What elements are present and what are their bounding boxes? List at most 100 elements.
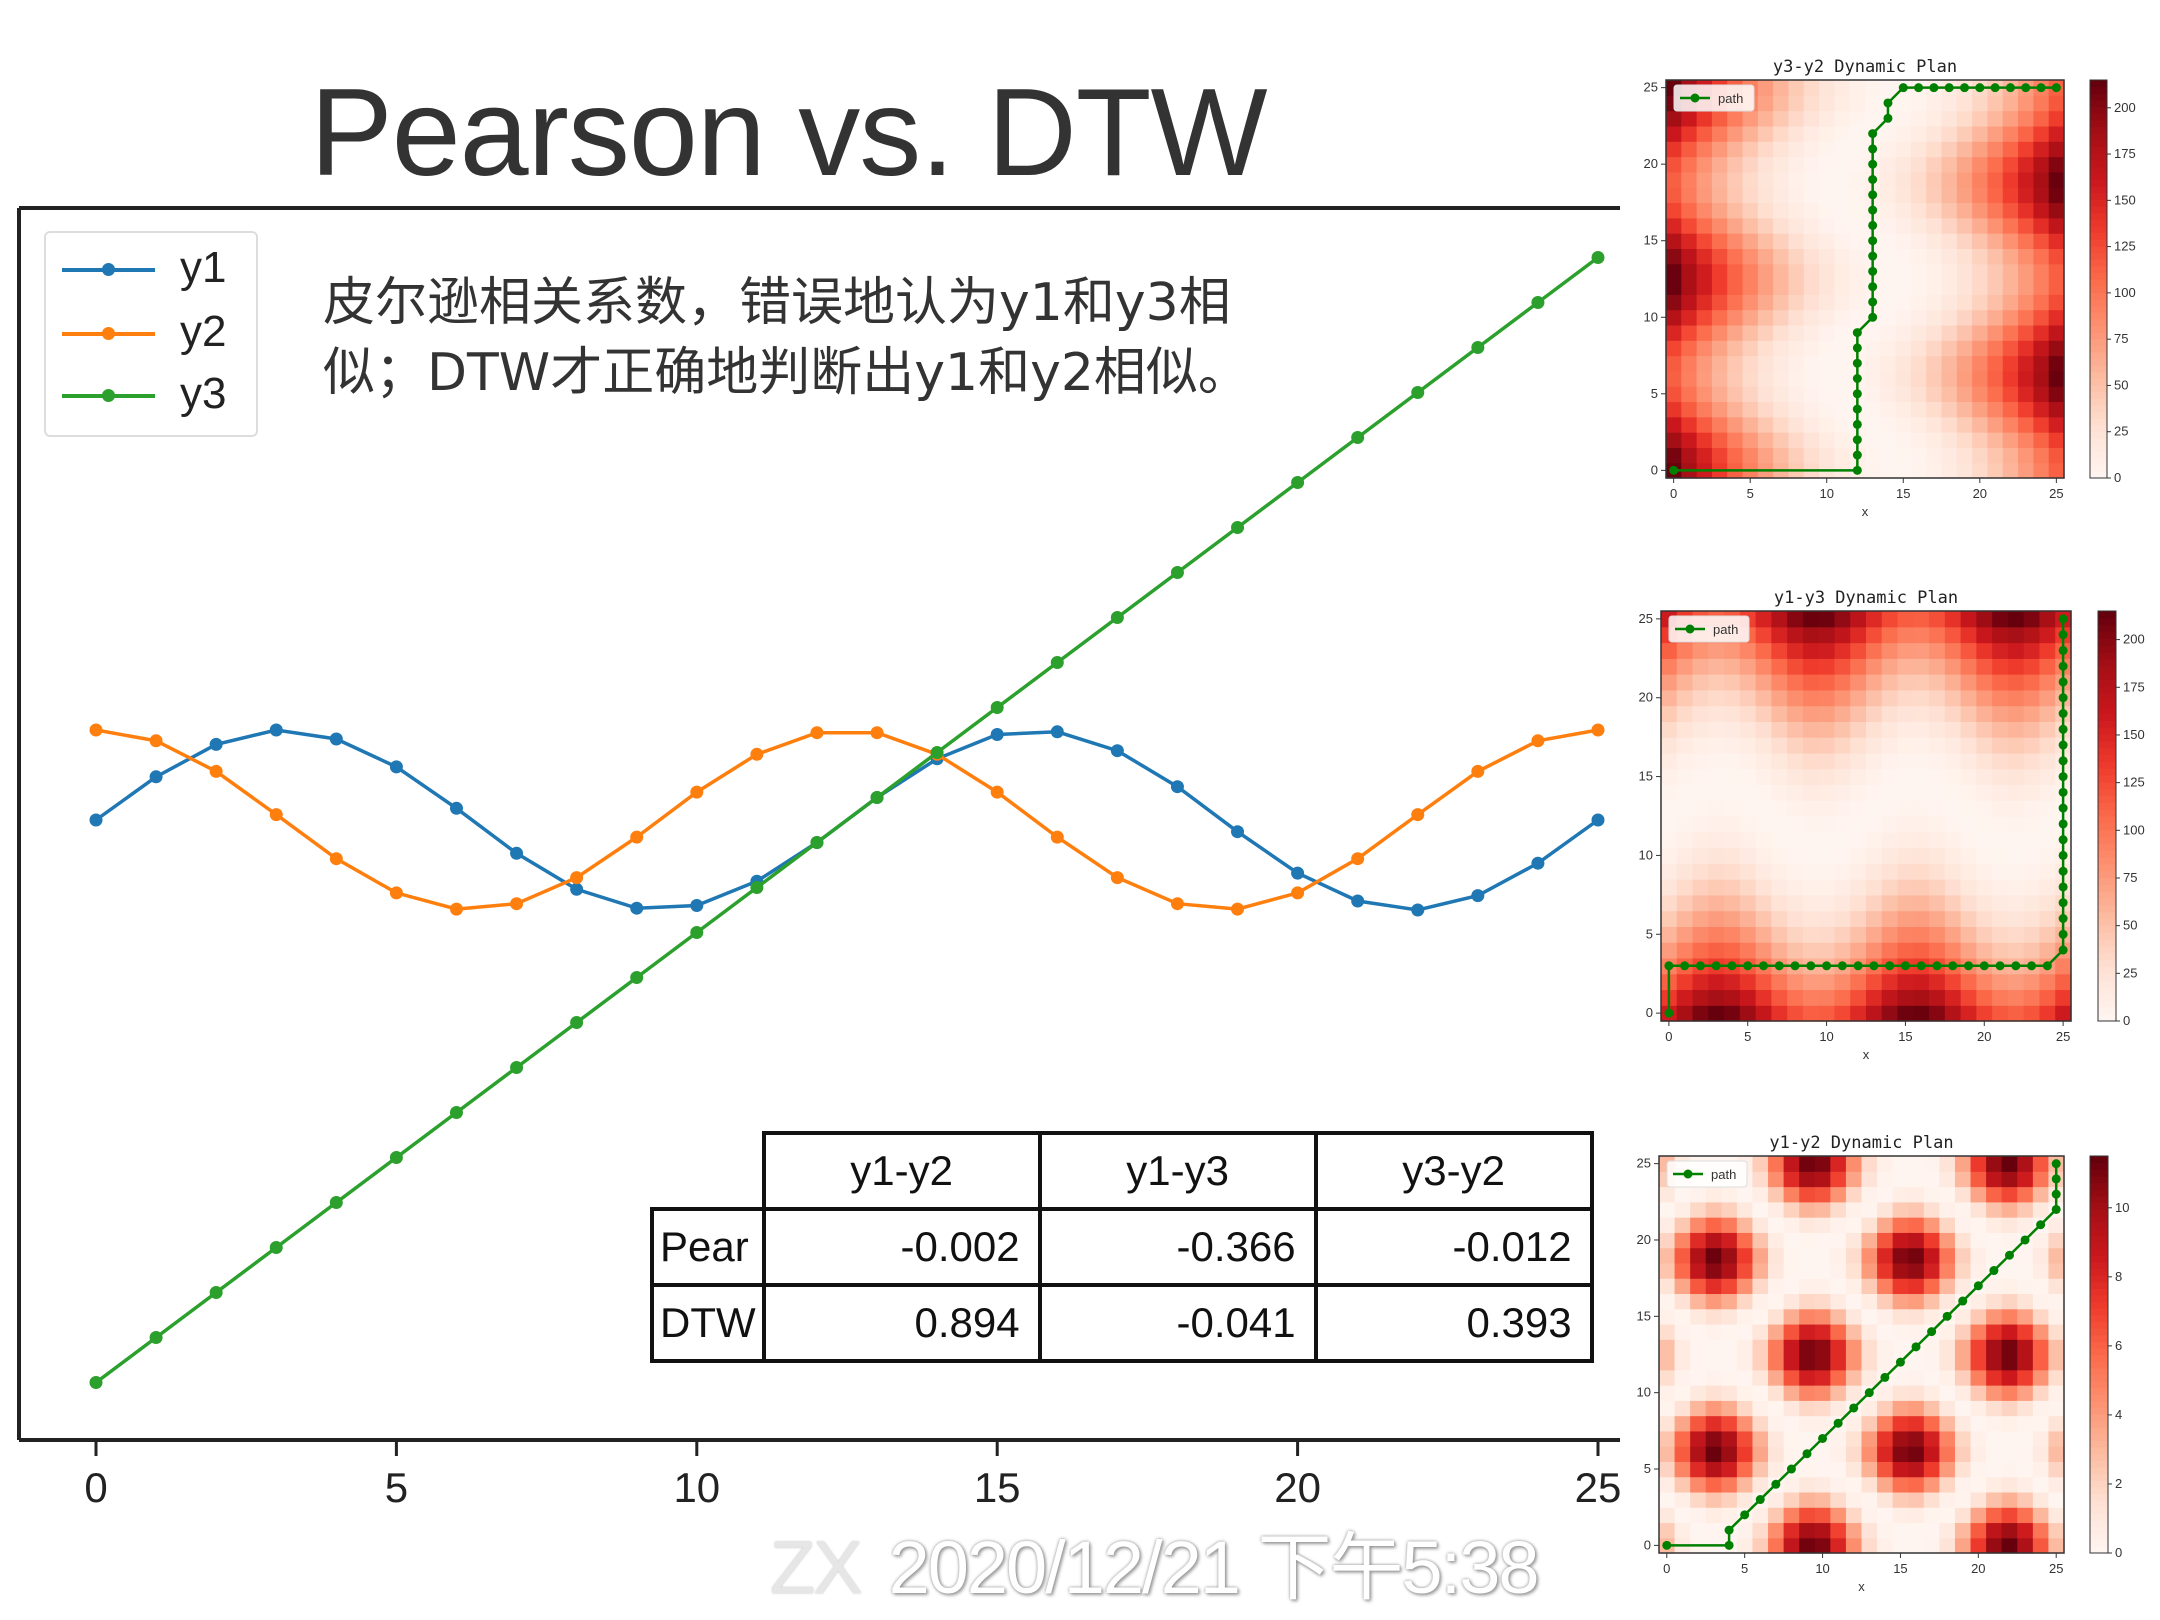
data-point-y2 bbox=[89, 723, 103, 737]
heatmap-cell bbox=[1757, 80, 1774, 96]
dtw-path-point bbox=[2058, 709, 2068, 718]
heatmap-cell bbox=[1929, 847, 1946, 864]
heatmap-cell bbox=[1755, 705, 1772, 722]
heatmap-cell bbox=[1787, 784, 1804, 801]
heatmap-cell bbox=[1913, 768, 1930, 786]
heatmap-cell bbox=[2017, 1186, 2034, 1203]
legend-marker-y1 bbox=[102, 263, 115, 276]
heatmap-cell bbox=[1676, 894, 1694, 912]
heatmap-cell bbox=[1939, 1201, 1956, 1218]
colorbar-segment bbox=[2090, 451, 2107, 459]
heatmap-cell bbox=[1877, 1247, 1894, 1264]
heatmap-cell bbox=[1768, 1446, 1785, 1462]
dtw-path-point bbox=[1852, 358, 1862, 368]
heatmap-cell bbox=[1814, 1415, 1831, 1432]
heatmap-cell bbox=[1705, 1323, 1722, 1340]
heatmap-legend bbox=[1666, 1160, 1748, 1188]
heatmap-cell bbox=[1676, 1005, 1694, 1022]
heatmap-cell bbox=[1721, 1446, 1738, 1462]
heatmap-cell bbox=[1724, 831, 1741, 849]
heatmap-cell bbox=[1773, 294, 1790, 311]
heatmap-cell bbox=[1771, 737, 1788, 754]
heatmap-cell bbox=[1881, 863, 1899, 880]
heatmap-cell bbox=[1787, 910, 1804, 927]
heatmap-cell bbox=[1895, 340, 1912, 357]
heatmap-cell bbox=[1803, 370, 1820, 387]
heatmap-cell bbox=[1880, 324, 1897, 341]
heatmap-cell bbox=[2048, 156, 2065, 173]
heatmap-cell bbox=[1987, 416, 2004, 433]
heatmap-cell bbox=[1799, 1217, 1816, 1233]
heatmap-cell bbox=[1755, 752, 1772, 770]
heatmap-cell bbox=[1681, 171, 1698, 188]
heatmap-cell bbox=[1755, 611, 1772, 628]
heatmap-cell bbox=[1939, 1171, 1956, 1188]
data-point-y1 bbox=[149, 770, 163, 784]
x-tick-label: 25 bbox=[2049, 1561, 2063, 1576]
heatmap-cell bbox=[2023, 705, 2041, 722]
heatmap-cell bbox=[1849, 80, 1866, 96]
heatmap-cell bbox=[1787, 611, 1804, 628]
dtw-path-point bbox=[1740, 1510, 1750, 1520]
heatmap-cell bbox=[1799, 1385, 1816, 1401]
heatmap-cell bbox=[2001, 1537, 2018, 1554]
heatmap-cell bbox=[1850, 721, 1867, 738]
heatmap-cell bbox=[1910, 386, 1927, 403]
y-tick-label: 0 bbox=[1651, 462, 1658, 477]
heatmap-cell bbox=[1757, 340, 1774, 357]
heatmap-cell bbox=[2032, 1415, 2050, 1432]
heatmap-cell bbox=[1739, 784, 1757, 801]
heatmap-cell bbox=[2023, 816, 2041, 833]
data-point-y3 bbox=[449, 1106, 463, 1119]
heatmap-cell bbox=[1880, 432, 1897, 448]
heatmap-cell bbox=[1787, 894, 1804, 912]
heatmap-cell bbox=[1939, 1186, 1956, 1203]
heatmap-cell bbox=[1787, 847, 1804, 864]
table-row: Pear -0.002 -0.366 -0.012 bbox=[650, 1207, 1594, 1287]
colorbar-segment bbox=[2098, 788, 2116, 797]
heatmap-cell bbox=[1944, 973, 1962, 991]
heatmap-cell bbox=[1830, 1217, 1847, 1233]
heatmap-cell bbox=[1681, 110, 1698, 127]
heatmap-cell bbox=[1972, 432, 1989, 448]
colorbar-segment bbox=[2090, 1519, 2108, 1528]
heatmap-cell bbox=[1736, 1446, 1754, 1462]
heatmap-cell bbox=[1877, 1232, 1894, 1249]
heatmap-cell bbox=[1850, 847, 1867, 864]
heatmap-cell bbox=[1727, 248, 1744, 265]
data-point-y1 bbox=[570, 882, 584, 896]
heatmap-cell bbox=[1880, 263, 1897, 280]
heatmap-cell bbox=[1787, 800, 1804, 817]
heatmap-cell bbox=[1803, 156, 1820, 173]
colorbar-segment bbox=[2090, 1347, 2108, 1356]
heatmap-cell bbox=[1755, 847, 1772, 864]
colorbar-segment bbox=[2090, 1361, 2108, 1369]
colorbar-segment bbox=[2090, 312, 2107, 320]
colorbar-segment bbox=[2098, 829, 2116, 838]
heatmap-cell bbox=[2032, 1201, 2050, 1218]
heatmap-cell bbox=[1877, 1308, 1894, 1325]
heatmap-cell bbox=[2033, 309, 2050, 326]
dtw-path-point bbox=[1932, 961, 1942, 971]
heatmap-cell bbox=[1910, 125, 1927, 142]
heatmap-cell bbox=[1895, 233, 1912, 249]
heatmap-cell bbox=[2017, 1278, 2034, 1295]
heatmap-cell bbox=[1705, 1339, 1722, 1356]
heatmap-cell bbox=[1866, 973, 1883, 991]
heatmap-cell bbox=[1834, 95, 1851, 112]
heatmap-cell bbox=[1727, 125, 1744, 142]
heatmap-cell bbox=[1659, 1262, 1676, 1279]
heatmap-cell bbox=[1992, 989, 2009, 1006]
heatmap-cell bbox=[1929, 879, 1946, 896]
data-point-y3 bbox=[930, 746, 944, 759]
heatmap-cell bbox=[1799, 1323, 1816, 1340]
dtw-path-point bbox=[1806, 961, 1816, 971]
colorbar-segment bbox=[2090, 1202, 2108, 1210]
heatmap-cell bbox=[1834, 721, 1851, 738]
heatmap-cell bbox=[1755, 674, 1772, 691]
heatmap-cell bbox=[1954, 1156, 1972, 1172]
colorbar-tick-label: 4 bbox=[2115, 1407, 2122, 1422]
colorbar-segment bbox=[2090, 1228, 2108, 1236]
heatmap-cell bbox=[1926, 125, 1943, 142]
heatmap-cell bbox=[1674, 1278, 1691, 1295]
